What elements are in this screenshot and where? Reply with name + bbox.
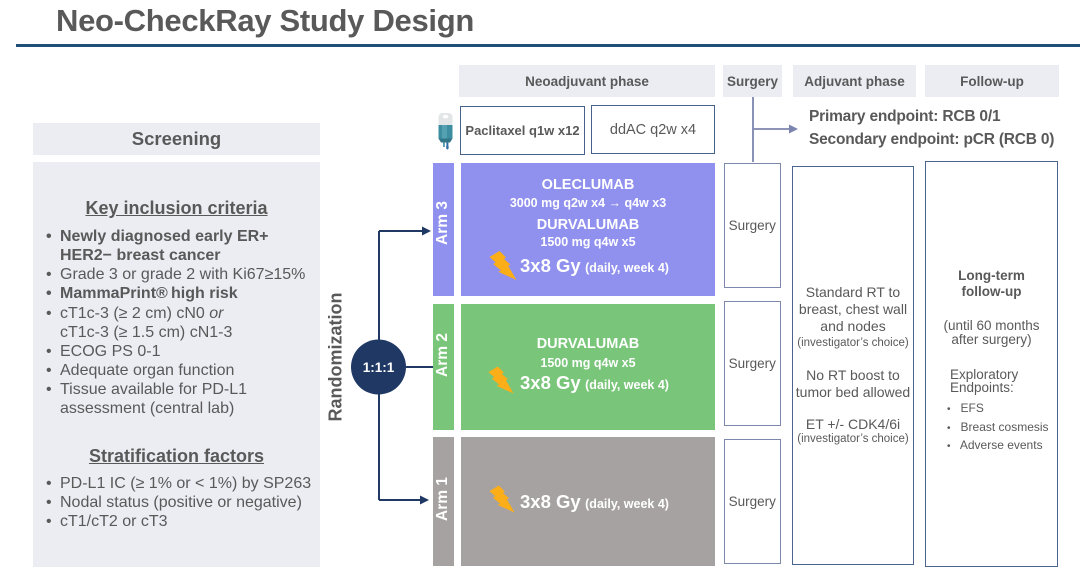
- svg-text:1:1:1: 1:1:1: [363, 360, 395, 375]
